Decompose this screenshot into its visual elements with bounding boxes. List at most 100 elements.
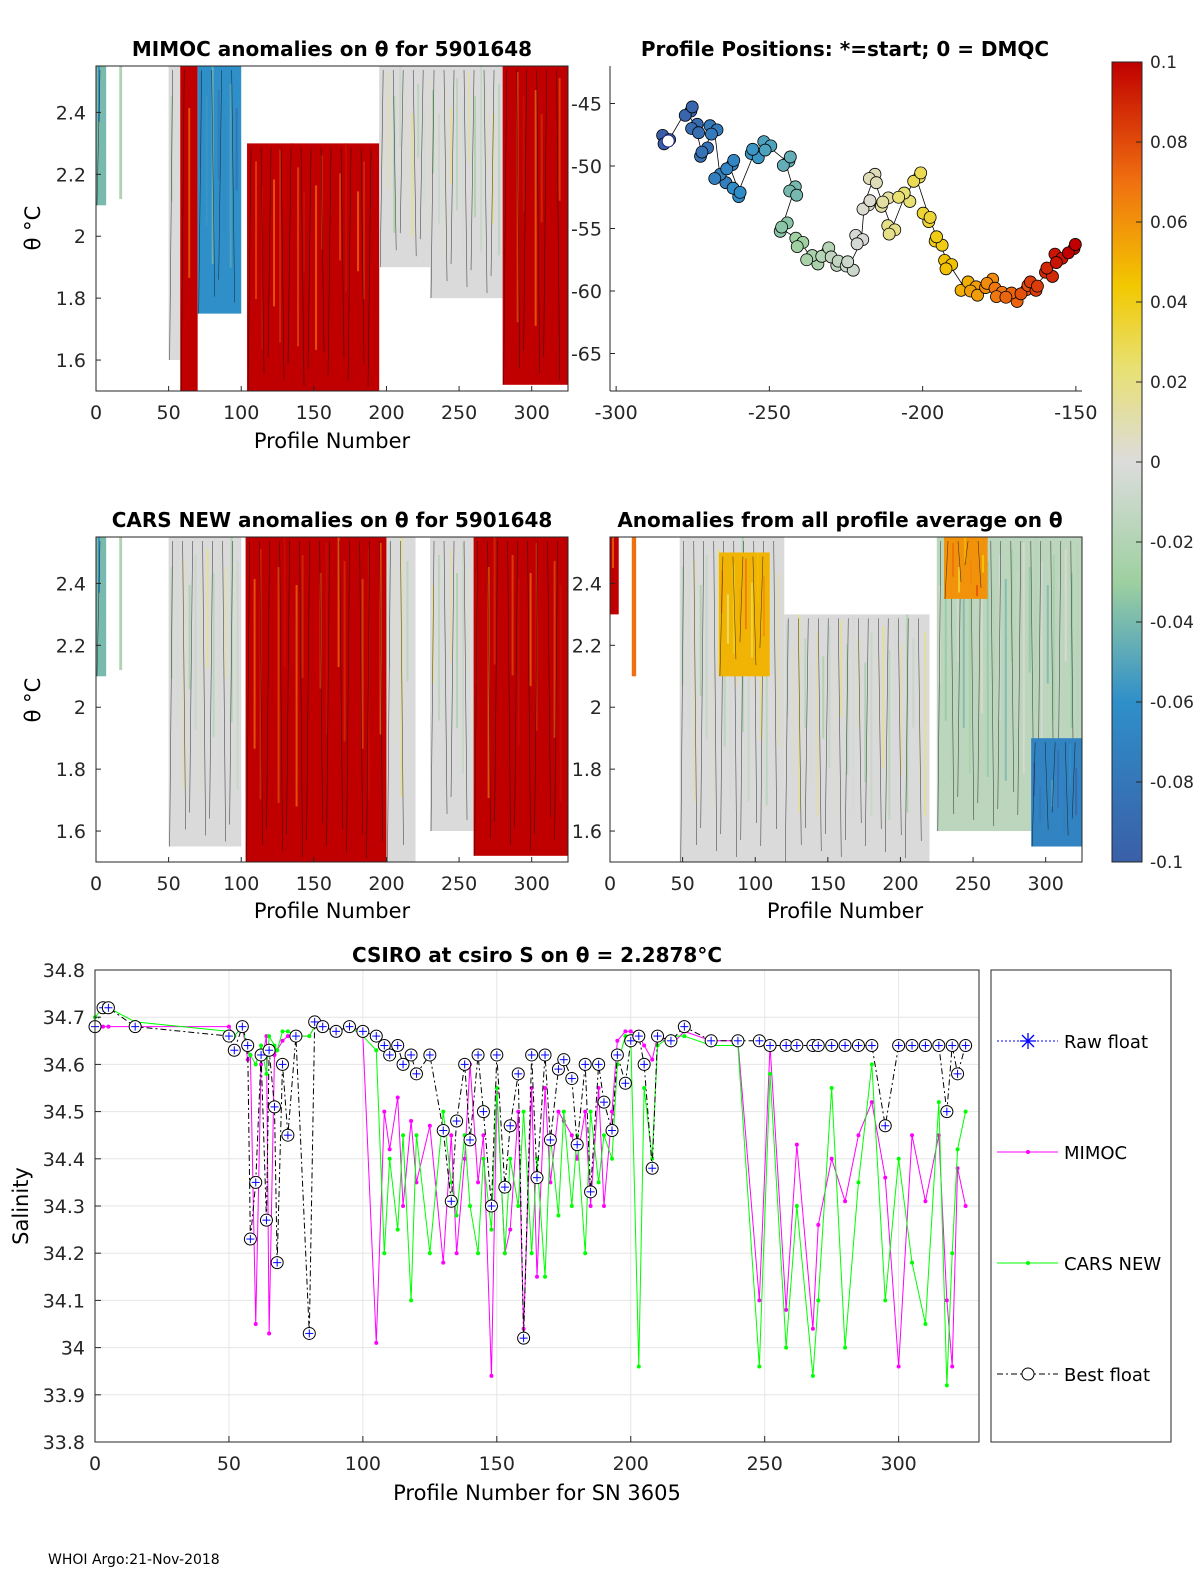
mimoc-point xyxy=(401,1204,406,1208)
profile-position-marker xyxy=(863,194,877,208)
profile-position-marker xyxy=(1031,279,1044,293)
y-tick-label: 34 xyxy=(61,1338,85,1360)
cars-new-point xyxy=(910,1260,915,1265)
anomaly-streak xyxy=(345,143,348,292)
anomaly-streak xyxy=(480,66,483,252)
anomaly-streak xyxy=(976,585,979,597)
cars-new-point xyxy=(401,1133,406,1138)
mimoc-point xyxy=(784,1307,789,1312)
contour-line xyxy=(211,69,215,297)
x-tick-label: -150 xyxy=(1054,402,1097,424)
contour-line xyxy=(514,540,518,828)
anomaly-streak xyxy=(505,585,508,802)
cars-new-point xyxy=(944,1383,949,1388)
mimoc-point xyxy=(427,1123,432,1128)
colorbar-tick-label: -0.04 xyxy=(1150,613,1194,633)
mimoc-point xyxy=(569,1133,574,1138)
colorbar-tick-label: 0.08 xyxy=(1150,133,1188,153)
anomaly-streak xyxy=(194,555,197,730)
mimoc-point xyxy=(869,1100,874,1105)
anomaly-streak xyxy=(481,543,484,731)
anomaly-streak xyxy=(950,579,953,781)
colorbar-tick-label: 0.06 xyxy=(1150,213,1188,233)
anomaly-streak xyxy=(297,167,300,347)
contour-line xyxy=(463,540,468,821)
anomaly-block xyxy=(430,66,503,299)
cars-new-point xyxy=(387,1156,392,1161)
anomaly-streak xyxy=(1076,543,1079,774)
mimoc-point xyxy=(259,1062,264,1067)
contour-line xyxy=(96,69,101,206)
anomaly-streak xyxy=(337,537,340,667)
anomaly-streak xyxy=(559,585,562,802)
mimoc-x-ticks: 0 50 100 150 200 250 300 xyxy=(90,386,550,424)
cars-new-point xyxy=(414,1133,419,1138)
legend-item-best-float: Best float xyxy=(997,1365,1150,1386)
mimoc-point xyxy=(883,1175,888,1180)
x-tick-label: 150 xyxy=(296,873,332,895)
contour-line xyxy=(503,69,507,385)
anomaly-streak xyxy=(271,543,274,735)
mimoc-point xyxy=(374,1340,379,1345)
anomaly-streak xyxy=(373,573,376,689)
contour-line xyxy=(864,618,869,847)
anomaly-streak xyxy=(283,537,286,667)
anomaly-streak xyxy=(493,537,496,665)
raw-float-star-icon xyxy=(1020,1033,1036,1049)
profile-position-marker xyxy=(720,162,734,176)
cars-new-point xyxy=(508,1156,513,1161)
anomaly-streak xyxy=(265,573,268,689)
contour-line xyxy=(713,540,718,852)
cars-new-point xyxy=(307,1034,312,1039)
contour-line xyxy=(182,540,186,830)
x-tick-label: 150 xyxy=(479,1453,515,1475)
anomaly-streak xyxy=(687,537,690,732)
profile-position-marker xyxy=(692,126,706,140)
contour-line xyxy=(443,69,448,282)
profile-position-marker xyxy=(907,174,921,188)
contour-line xyxy=(387,540,391,863)
cars-new-point xyxy=(264,1071,269,1076)
anomaly-streak xyxy=(894,620,897,718)
contour-line xyxy=(1031,742,1036,847)
anomaly-streak xyxy=(952,543,955,577)
mimoc-point xyxy=(543,1086,548,1090)
y-tick-label: 34.4 xyxy=(43,1149,85,1171)
cars-new-point xyxy=(615,1062,620,1067)
cars-new-point xyxy=(768,1071,773,1076)
anomaly-streak xyxy=(804,638,807,728)
mimoc-point xyxy=(794,1142,799,1147)
contour-line xyxy=(339,540,343,830)
y-tick-label: 2 xyxy=(74,226,86,248)
cars-new-point xyxy=(248,1052,253,1057)
anomaly-streak xyxy=(547,537,550,665)
contour-line xyxy=(844,618,849,841)
anomaly-streak xyxy=(363,161,366,300)
cars-new-point xyxy=(883,1298,888,1303)
profile-position-marker xyxy=(1061,246,1075,260)
contour-line xyxy=(366,540,370,859)
contour-line xyxy=(209,540,213,819)
cars-new-line xyxy=(94,1007,967,1386)
profile-position-marker xyxy=(939,262,953,276)
anomaly-streak xyxy=(540,114,543,223)
mimoc-point xyxy=(843,1199,848,1204)
cars-new-point xyxy=(529,1251,534,1256)
mimoc-point xyxy=(454,1251,459,1256)
anomaly-streak xyxy=(199,72,202,169)
anomaly-streak xyxy=(517,579,520,746)
anomaly-streak xyxy=(1022,543,1025,774)
x-tick-label: 100 xyxy=(223,873,259,895)
contour-line xyxy=(222,540,226,842)
contour-line xyxy=(964,540,969,565)
profile-position-marker xyxy=(800,253,814,267)
anomaly-streak xyxy=(816,632,819,817)
cars-new-point xyxy=(382,1251,387,1256)
anomaly-streak xyxy=(499,561,502,738)
mimoc-point xyxy=(285,1034,290,1039)
cars-new-point xyxy=(810,1373,815,1378)
anomaly-streak xyxy=(487,567,490,799)
cars-new-point xyxy=(285,1029,290,1034)
x-tick-label: 300 xyxy=(514,402,550,424)
mimoc-point xyxy=(575,1156,580,1161)
